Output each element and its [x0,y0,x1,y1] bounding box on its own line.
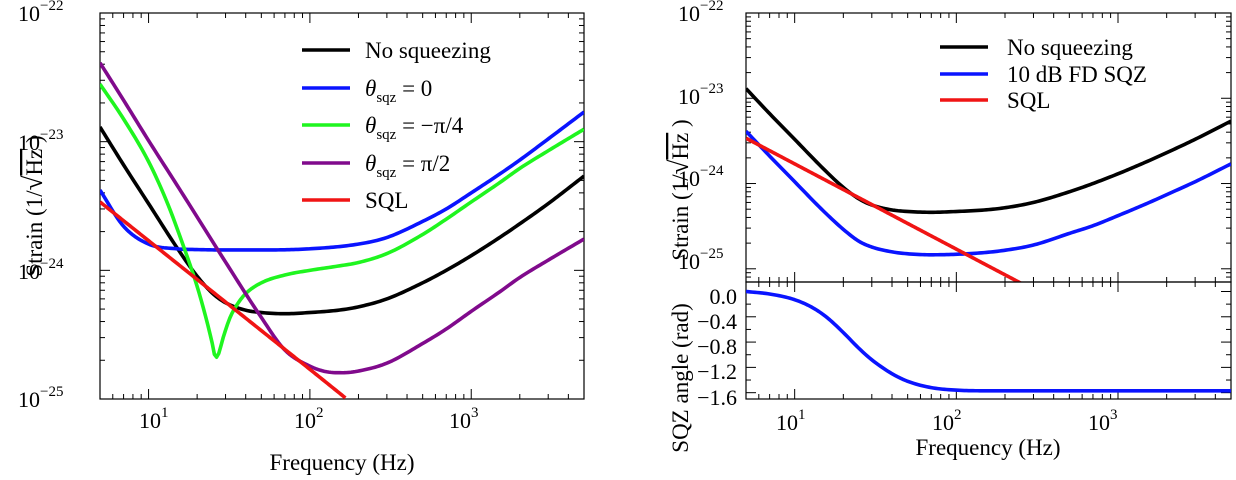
left-series-line-3 [100,61,584,375]
left-plot-frame [99,12,585,400]
right-bottom-x-axis-label: Frequency (Hz) [916,435,1061,460]
right-bottom-xtick-label: 101 [776,407,806,435]
left-ytick-label: 10−24 [18,256,64,284]
right-bottom-plot-frame [745,281,1232,400]
right-bottom-ytick-label: −1.6 [697,385,737,410]
right-top-series-line-1 [746,130,1231,257]
right-bottom-ytick-label: −0.4 [697,309,737,334]
left-y-axis-label: Strain (1/√Hz ) [18,135,48,276]
right-top-ytick-label: 10−23 [678,81,723,109]
right-bottom-ytick-label: −1.2 [697,359,737,384]
left-series-line-0 [100,126,584,316]
left-ytick-label: 10−23 [18,127,63,155]
right-bottom-tick-marks [746,282,1231,399]
right-top-series-line-2 [746,136,1023,282]
legend-label-sql: SQL [365,188,408,213]
right-bottom-curves [746,289,1231,393]
left-tick-marks [100,12,584,400]
right-top-curves [746,87,1231,282]
right-top-legend: No squeezing 10 dB FD SQZ SQL [940,35,1147,113]
left-series-line-4 [100,200,347,399]
right-bottom-ytick-label: 0.0 [710,284,738,309]
left-series-line-2 [100,83,584,359]
legend-label-no-squeezing: No squeezing [1007,35,1133,60]
left-x-axis-label: Frequency (Hz) [270,450,415,475]
legend-label-theta-pi-2: θsqz = π/2 [365,151,450,181]
right-top-ytick-label: 10−22 [678,0,723,26]
legend-label-theta-minus-pi-4: θsqz = −π/4 [365,113,464,143]
legend-label-sql: SQL [1007,88,1050,113]
right-bottom-series-line-0 [746,289,1231,393]
legend-label-no-squeezing: No squeezing [365,38,491,63]
right-strain-panel: 10−22 10−23 10−24 10−25 Strain (1/√Hz ) … [664,0,1232,283]
left-ytick-label: 10−22 [18,0,63,26]
left-xtick-label: 101 [139,405,169,433]
legend-label-theta-0: θsqz = 0 [365,76,432,106]
legend-label-fd-sqz: 10 dB FD SQZ [1007,62,1147,87]
right-bottom-xtick-label: 103 [1088,407,1118,435]
right-top-ytick-label: 10−25 [678,246,723,274]
right-top-series-line-0 [746,87,1231,215]
right-bottom-y-axis-label: SQZ angle (rad) [668,303,693,452]
right-top-y-axis-label: Strain (1/√Hz ) [664,119,694,260]
left-strain-panel: 10−22 10−23 10−24 10−25 101 102 103 Freq… [18,0,585,475]
left-series-line-1 [100,110,584,252]
right-top-ytick-label: 10−24 [678,163,724,191]
left-curves [100,61,584,399]
left-xtick-label: 102 [294,405,324,433]
right-top-plot-frame [745,12,1232,283]
sqz-angle-panel: 0.0 −0.4 −0.8 −1.2 −1.6 101 102 103 Freq… [668,281,1232,460]
left-ytick-label: 10−25 [18,384,63,412]
left-legend: No squeezing θsqz = 0 θsqz = −π/4 θsqz =… [302,38,491,213]
right-bottom-xtick-label: 102 [932,407,962,435]
left-xtick-label: 103 [449,405,479,433]
right-top-tick-marks [746,12,1231,283]
right-bottom-ytick-label: −0.8 [697,334,737,359]
